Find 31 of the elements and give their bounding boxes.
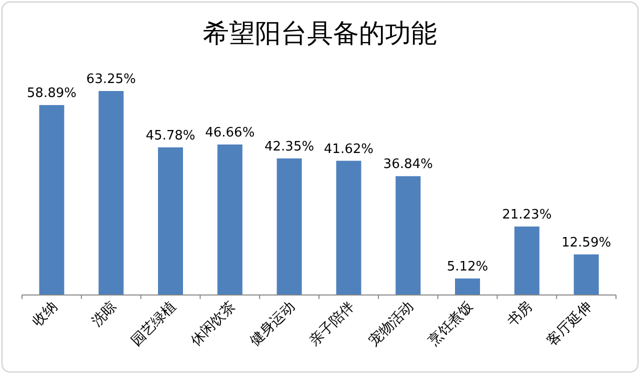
data-label: 41.62% bbox=[324, 142, 374, 157]
bar bbox=[98, 91, 124, 295]
data-label: 42.35% bbox=[264, 139, 314, 154]
chart-title: 希望阳台具备的功能 bbox=[203, 19, 437, 49]
x-tick-label: 书房 bbox=[504, 298, 536, 330]
data-label: 5.12% bbox=[446, 259, 488, 274]
data-label: 12.59% bbox=[562, 235, 612, 250]
x-tick-label: 洗晾 bbox=[88, 298, 120, 330]
bar bbox=[514, 226, 540, 295]
data-label: 46.66% bbox=[205, 126, 255, 141]
bar bbox=[39, 105, 64, 295]
data-label: 58.89% bbox=[26, 86, 76, 102]
data-label: 36.84% bbox=[383, 157, 433, 172]
data-label: 45.78% bbox=[146, 128, 196, 144]
x-tick-label: 休闲饮茶 bbox=[188, 298, 239, 350]
bar bbox=[276, 158, 302, 295]
x-tick-label: 烹饪煮饭 bbox=[425, 298, 476, 350]
bar bbox=[158, 147, 183, 295]
x-tick-label: 客厅延伸 bbox=[544, 298, 596, 350]
x-tick-label: 宠物活动 bbox=[366, 298, 417, 350]
x-tick-label: 健身运动 bbox=[247, 298, 298, 350]
x-tick-label: 收纳 bbox=[29, 298, 61, 330]
data-label: 63.25% bbox=[86, 72, 136, 87]
x-tick-label: 园艺绿植 bbox=[128, 298, 180, 350]
bar bbox=[574, 254, 599, 295]
bar bbox=[396, 176, 421, 295]
x-tick-label: 亲子陪伴 bbox=[306, 298, 358, 350]
bar bbox=[217, 144, 242, 295]
bar bbox=[336, 160, 362, 295]
data-label: 21.23% bbox=[502, 208, 552, 223]
bar bbox=[455, 278, 480, 295]
